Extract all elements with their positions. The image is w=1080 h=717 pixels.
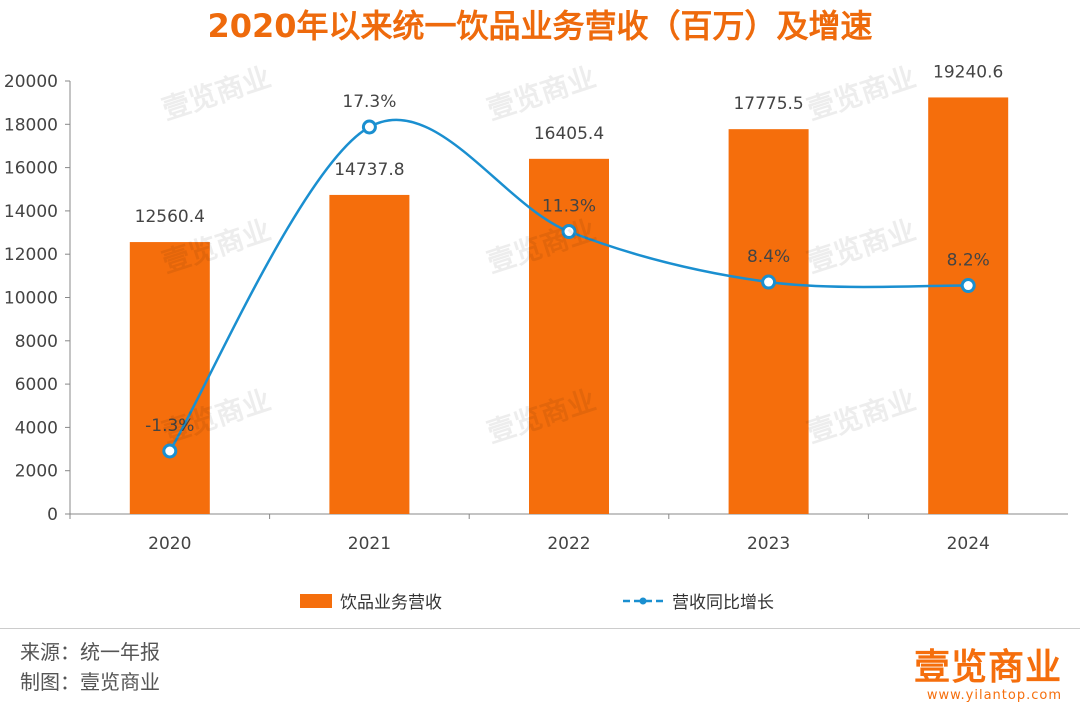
y-tick-label: 10000 bbox=[4, 289, 58, 309]
y-tick-label: 4000 bbox=[15, 418, 58, 438]
x-tick-label: 2020 bbox=[148, 534, 191, 554]
legend-line-label: 营收同比增长 bbox=[672, 593, 774, 613]
source-note: 来源：统一年报 bbox=[20, 640, 160, 664]
y-tick-label: 2000 bbox=[15, 462, 58, 482]
combo-chart: 0 2000 4000 6000 8000 10000 12000 14000 16000 180… bbox=[4, 62, 1068, 554]
bar bbox=[728, 129, 809, 514]
y-tick-label: 12000 bbox=[4, 245, 58, 265]
growth-point bbox=[561, 224, 577, 240]
y-tick-label: 6000 bbox=[15, 375, 58, 395]
y-tick-label: 0 bbox=[47, 505, 58, 525]
x-tick-label: 2024 bbox=[947, 534, 990, 554]
growth-point bbox=[761, 274, 777, 290]
growth-point bbox=[361, 119, 377, 135]
x-tick-label: 2023 bbox=[747, 534, 790, 554]
brand-url: www.yilantop.com bbox=[926, 688, 1062, 703]
chart-legend: 饮品业务营收 营收同比增长 bbox=[0, 588, 1080, 618]
growth-line bbox=[168, 118, 969, 452]
growth-point bbox=[960, 278, 976, 294]
y-tick-label: 8000 bbox=[15, 332, 58, 352]
x-tick-label: 2022 bbox=[547, 534, 590, 554]
footer-divider bbox=[0, 628, 1080, 629]
x-tick-label: 2021 bbox=[348, 534, 391, 554]
brand-logo: 壹览商业 bbox=[913, 647, 1062, 688]
bar bbox=[329, 194, 410, 514]
bar-value-label: 14737.8 bbox=[334, 160, 404, 180]
legend-item-line: 营收同比增长 bbox=[622, 588, 774, 613]
growth-value-label: -1.3% bbox=[145, 416, 194, 436]
bar-value-label: 19240.6 bbox=[933, 62, 1003, 82]
growth-value-label: 8.2% bbox=[947, 251, 990, 271]
y-tick-label: 14000 bbox=[4, 202, 58, 222]
bar-value-label: 16405.4 bbox=[534, 124, 604, 144]
y-tick-label: 20000 bbox=[4, 72, 58, 92]
legend-line-swatch bbox=[623, 597, 663, 604]
chart-title: 2020年以来统一饮品业务营收（百万）及增速 bbox=[207, 7, 873, 45]
y-tick-label: 16000 bbox=[4, 159, 58, 179]
bar-value-label: 17775.5 bbox=[733, 94, 803, 114]
growth-value-label: 11.3% bbox=[542, 197, 596, 217]
growth-point bbox=[162, 443, 178, 459]
growth-value-label: 8.4% bbox=[747, 247, 790, 267]
bar-value-label: 12560.4 bbox=[135, 207, 205, 227]
legend-bar-label: 饮品业务营收 bbox=[340, 593, 442, 613]
credit-note: 制图：壹览商业 bbox=[20, 670, 160, 694]
legend-bar-swatch bbox=[300, 593, 332, 608]
legend-item-bar: 饮品业务营收 bbox=[300, 588, 442, 613]
y-tick-label: 18000 bbox=[4, 115, 58, 135]
bar bbox=[129, 242, 210, 515]
growth-value-label: 17.3% bbox=[342, 92, 396, 112]
bar bbox=[928, 97, 1009, 514]
brand-block: 壹览商业 www.yilantop.com bbox=[914, 648, 1062, 704]
